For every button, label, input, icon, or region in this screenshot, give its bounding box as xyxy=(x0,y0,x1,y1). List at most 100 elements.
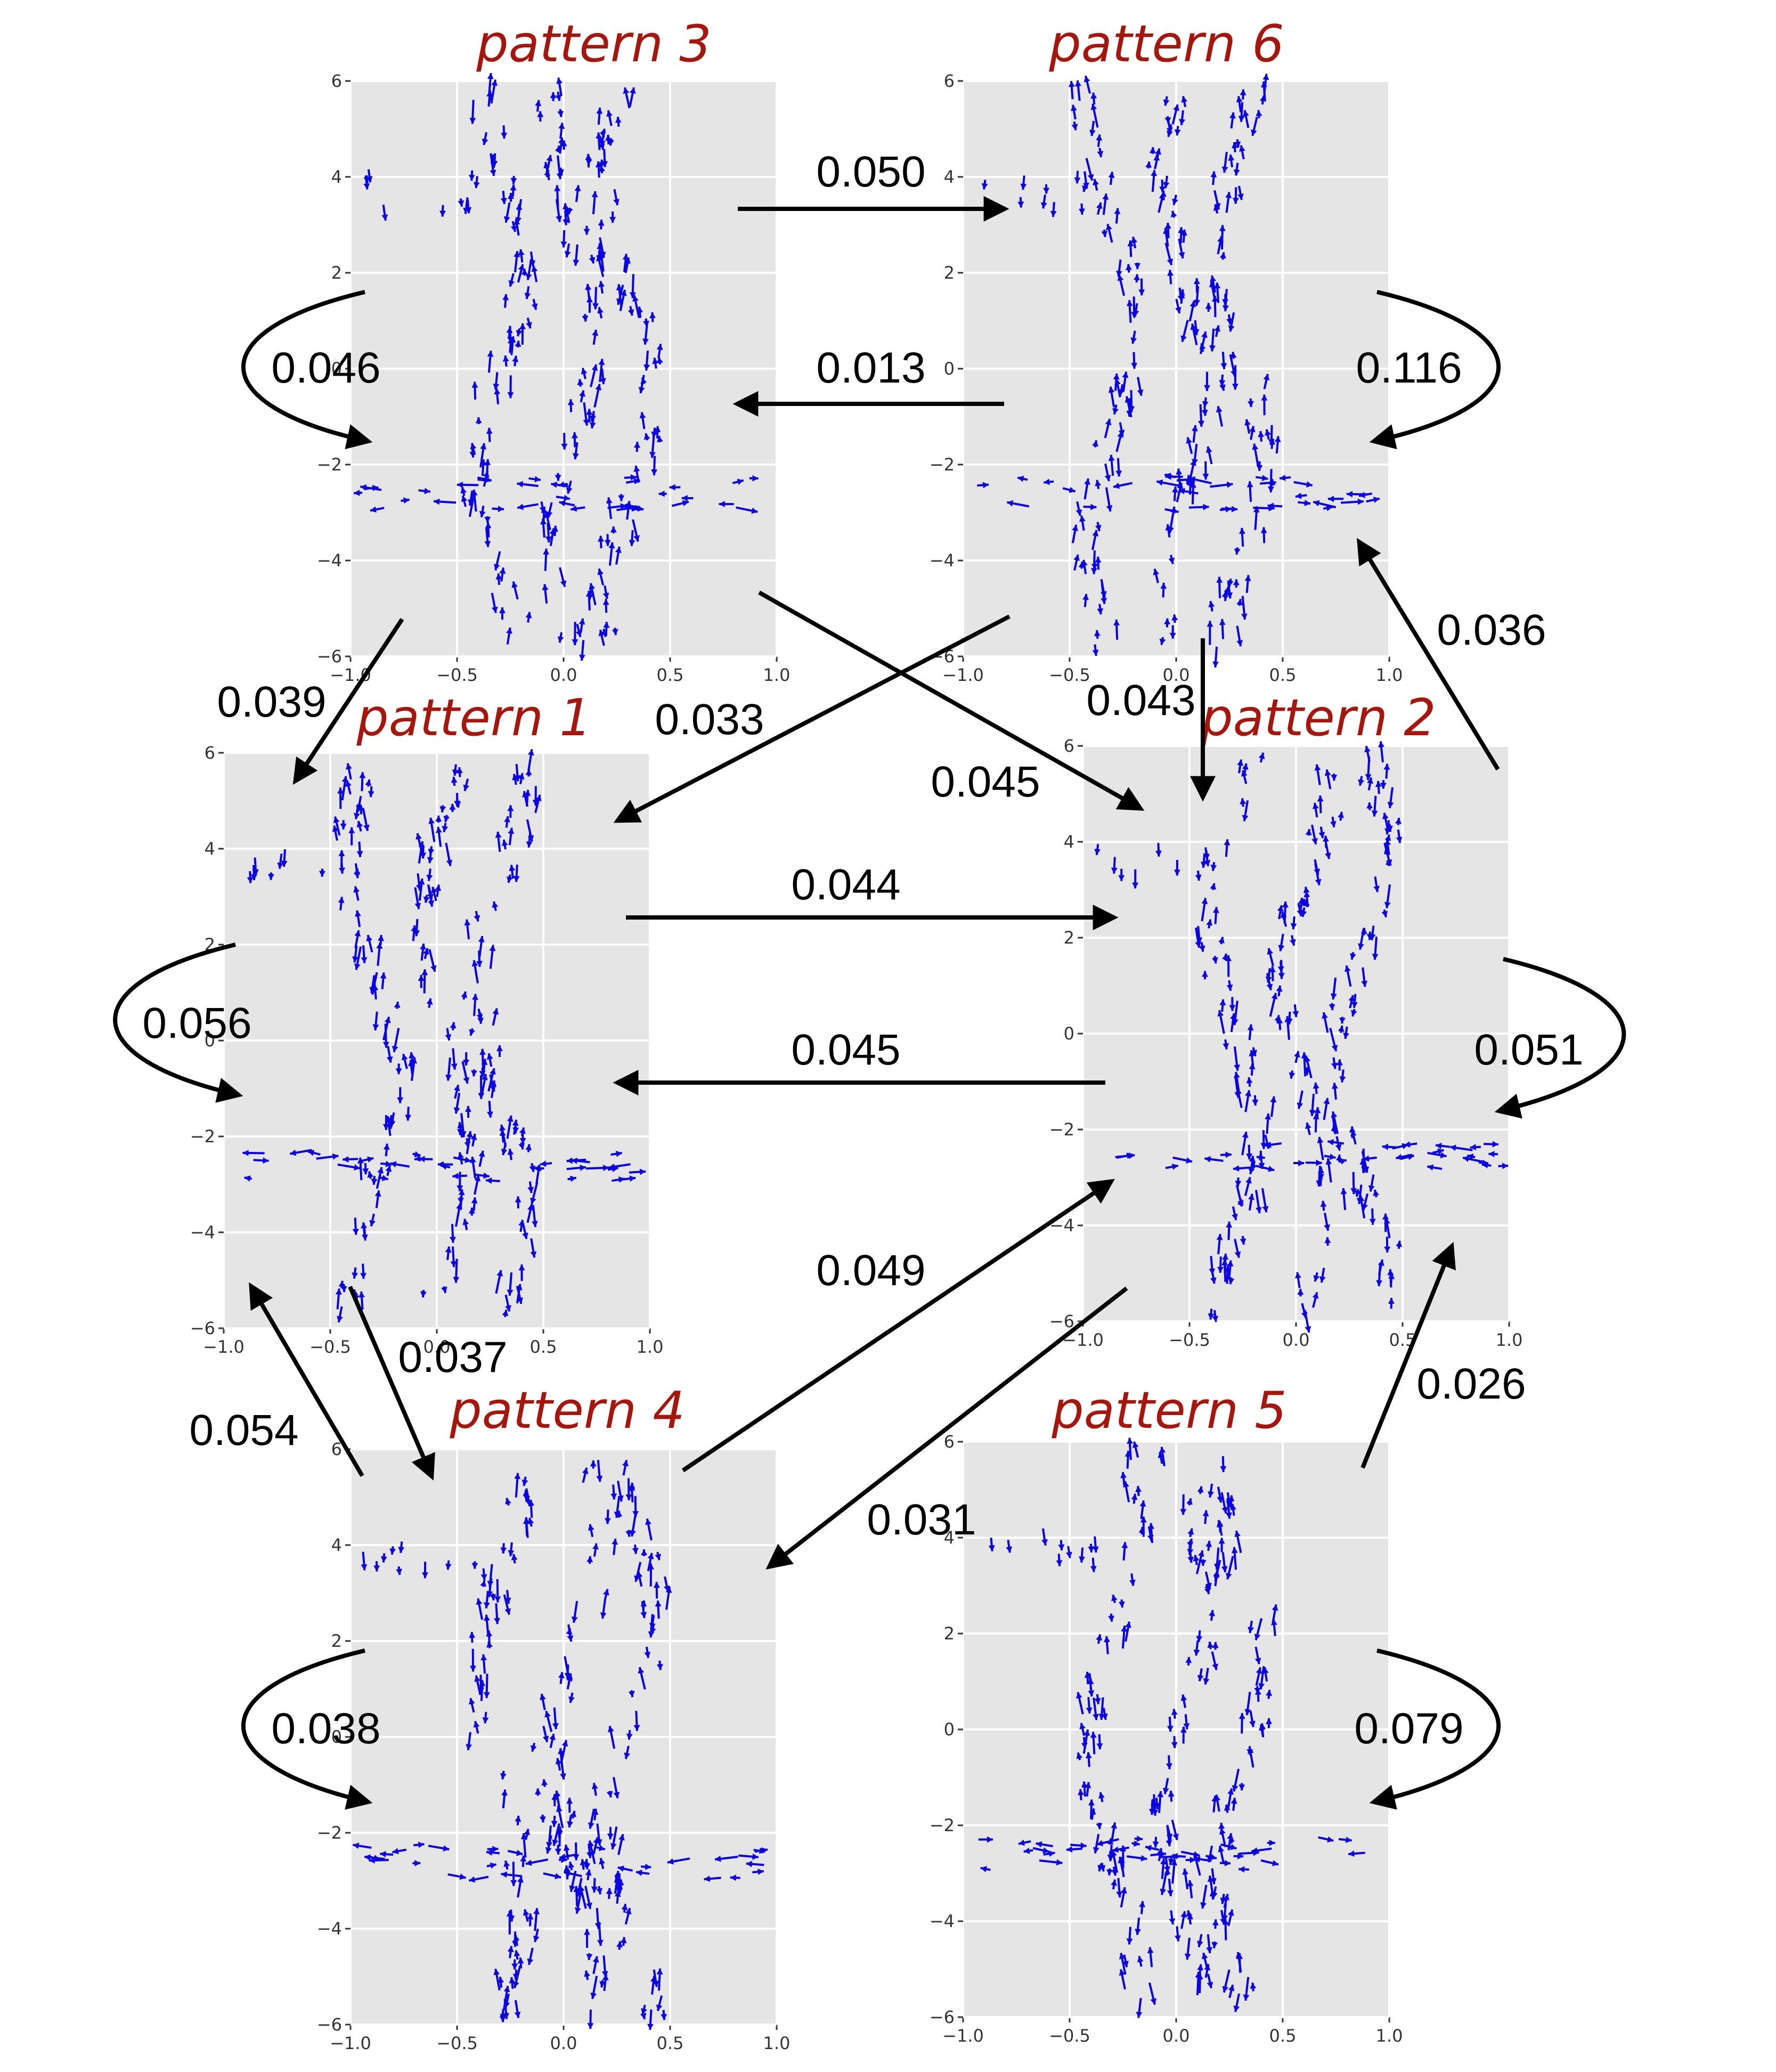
vector-arrow-head xyxy=(376,942,383,949)
vector-arrow-head xyxy=(1155,850,1162,857)
vector-arrow-head xyxy=(490,169,496,176)
vector-arrow-head xyxy=(1117,431,1124,438)
x-tick-label: −0.5 xyxy=(1049,665,1090,685)
vector-arrow-head xyxy=(596,108,603,114)
vector-arrow-head xyxy=(629,1175,636,1182)
vector-arrow-head xyxy=(1126,1938,1133,1945)
vector-arrow-head xyxy=(1090,1732,1097,1738)
vector-arrow-head xyxy=(647,2024,654,2030)
vector-arrow-head xyxy=(1226,1500,1232,1507)
vector-arrow-head xyxy=(564,494,570,501)
vector-arrow-head xyxy=(343,1156,349,1163)
vector-arrow-head xyxy=(563,1845,570,1851)
vector-arrow-head xyxy=(474,915,480,922)
vector-arrow-head xyxy=(1252,1099,1259,1106)
vector-arrow-head xyxy=(516,330,523,337)
vector-arrow-head xyxy=(333,816,340,823)
vector-arrow-head xyxy=(1056,1859,1063,1866)
vector-arrow-head xyxy=(1096,1743,1103,1750)
vector-arrow-head xyxy=(655,1554,662,1561)
vector-arrow-head xyxy=(1162,1787,1169,1794)
vector-arrow-head xyxy=(1194,1856,1201,1863)
vector-arrow-head xyxy=(649,1622,656,1629)
vector-arrow-head xyxy=(1251,1847,1258,1854)
vector-arrow-head xyxy=(1348,1850,1355,1857)
vector-arrow-head xyxy=(1304,1055,1311,1062)
vector-arrow-head xyxy=(1079,515,1086,522)
vector-arrow-head xyxy=(556,77,563,84)
vector-arrow-head xyxy=(1044,478,1050,485)
transition-label-p2_to_p1: 0.045 xyxy=(791,1026,900,1074)
vector-arrow-head xyxy=(364,1854,371,1861)
vector-arrow-head xyxy=(510,178,517,184)
vector-arrow-head xyxy=(477,1018,484,1024)
vector-arrow-head xyxy=(512,1127,519,1134)
vector-arrow-head xyxy=(1331,1045,1338,1052)
transition-label-p4_to_p1: 0.054 xyxy=(189,1406,298,1455)
vector-arrow-head xyxy=(502,355,509,362)
vector-arrow-head xyxy=(752,475,759,482)
vector-arrow-head xyxy=(465,1157,471,1164)
vector-arrow-head xyxy=(1220,1466,1227,1473)
vector-arrow-head xyxy=(561,443,568,450)
vector-arrow-head xyxy=(1184,1953,1191,1960)
vector-arrow-head xyxy=(1267,948,1274,955)
vector-arrow-head xyxy=(263,1157,269,1164)
vector-arrow-head xyxy=(1224,1859,1231,1866)
vector-arrow-head xyxy=(649,312,656,319)
vector-arrow-head xyxy=(527,749,534,755)
vector-arrow-head xyxy=(1361,980,1368,987)
vector-arrow-head xyxy=(1160,582,1167,589)
vector-arrow-head xyxy=(596,1839,602,1846)
vector-arrow-head xyxy=(586,409,593,415)
vector-arrow-head xyxy=(1376,1280,1383,1287)
vector-arrow-head xyxy=(1249,1156,1256,1162)
transition-arrow-p6_self xyxy=(1369,290,1501,450)
vector-arrow-head xyxy=(462,1218,469,1225)
vector-arrow-head xyxy=(353,1842,360,1849)
y-tick-label: −4 xyxy=(930,550,955,571)
vector-arrow-head xyxy=(1234,548,1241,555)
vector-arrow-head xyxy=(504,1597,511,1604)
vector-arrow-head xyxy=(1193,1650,1200,1656)
vector-arrow-head xyxy=(1305,1122,1311,1130)
vector-arrow-head xyxy=(1231,506,1238,513)
vector-arrow-head xyxy=(370,506,377,513)
vector-arrow-head xyxy=(1207,1981,1213,1988)
vector-arrow-head xyxy=(1186,1498,1193,1505)
vector-arrow-head xyxy=(595,384,602,391)
vector-arrow-head xyxy=(1246,1153,1253,1160)
vector-arrow-head xyxy=(647,1563,654,1570)
vector-arrow-head xyxy=(1078,208,1085,215)
vector-arrow-head xyxy=(645,1518,651,1525)
vector-arrow-head xyxy=(579,654,585,661)
vector-arrow-head xyxy=(1402,1143,1408,1150)
vector-arrow-head xyxy=(461,495,468,502)
vector-arrow-head xyxy=(1289,1072,1296,1079)
vector-arrow-head xyxy=(576,630,582,637)
vector-arrow-head xyxy=(1470,1144,1476,1151)
vector-arrow-head xyxy=(624,1752,630,1759)
vector-arrow-head xyxy=(620,1937,627,1944)
vector-arrow-head xyxy=(1329,1004,1335,1011)
vector-arrow-head xyxy=(380,972,387,979)
vector-arrow-head xyxy=(1220,363,1227,369)
vector-arrow-head xyxy=(443,816,450,822)
vector-arrow-head xyxy=(1202,1510,1209,1517)
vector-arrow-head xyxy=(1108,386,1115,393)
vector-arrow-head xyxy=(1187,1913,1194,1920)
vector-arrow-head xyxy=(511,1963,518,1970)
vector-arrow-head xyxy=(1203,1678,1210,1685)
vector-arrow-head xyxy=(573,259,580,266)
vector-arrow-head xyxy=(1135,1929,1141,1935)
vector-arrow-head xyxy=(1232,1019,1239,1026)
vector-arrow-head xyxy=(571,1157,578,1164)
vector-arrow-head xyxy=(1160,1888,1167,1895)
vector-arrow-head xyxy=(681,494,688,501)
panel-p4: −1.0 −0.5 0.0 0.5 1.0 6 4 2 0 −2 −4 −6 pattern 4 xyxy=(317,1382,791,2053)
vector-arrow-head xyxy=(1249,426,1256,433)
pattern-title: pattern 3 xyxy=(476,15,711,74)
vector-arrow-head xyxy=(1139,1901,1146,1907)
vector-arrow-head xyxy=(592,303,599,310)
vector-arrow-head xyxy=(528,1500,535,1506)
